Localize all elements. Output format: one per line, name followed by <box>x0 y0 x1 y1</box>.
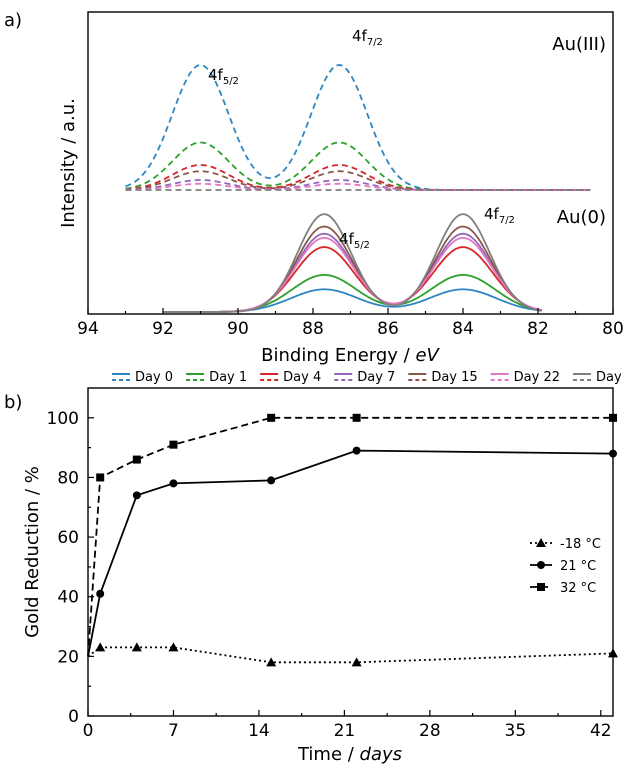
panel-b-x-axis-title: Time / days <box>297 744 402 765</box>
legend-label: 32 °C <box>560 581 596 596</box>
series-line-triangle <box>87 646 614 664</box>
panel-a: a) 94 92 90 88 86 84 82 80 Intensity / a.u. Bin… <box>4 10 624 366</box>
legend-marker-triangle <box>536 538 546 547</box>
data-point-square <box>132 455 141 464</box>
au3-4f72-sub: 7/2 <box>367 37 383 48</box>
data-point-circle <box>267 476 276 485</box>
panel-a-x-tick-label: 86 <box>377 319 399 339</box>
data-point-square <box>169 440 178 449</box>
panel-b-series <box>87 413 618 667</box>
legend-label: Day 1 <box>209 370 247 385</box>
au0-4f52-label: 4f5/2 <box>339 230 370 251</box>
panel-b-x-axis-title-main: Time / <box>297 744 360 765</box>
panel-b-x-tick-label: 14 <box>248 721 270 741</box>
panel-b-x-tick-label: 21 <box>334 721 356 741</box>
data-point-square <box>267 413 276 422</box>
panel-a-y-axis-title: Intensity / a.u. <box>58 98 79 228</box>
panel-a-x-tick-label: 84 <box>452 319 474 339</box>
au3-4f52-main: 4f <box>208 66 224 84</box>
au0-4f72-label: 4f7/2 <box>484 205 515 226</box>
temperature-legend: -18 °C 21 °C 32 °C <box>530 537 601 596</box>
panel-b-y-tick-label: 40 <box>57 588 79 608</box>
panel-b-y-tick-label: 60 <box>57 528 79 548</box>
panel-b-y-tick-label: 20 <box>57 647 79 667</box>
panel-b-label: b) <box>4 392 22 413</box>
day-legend: Day 0 Day 1 Day 4 Day 7 Day 15 Day 22 Day 43 <box>112 370 625 385</box>
data-point-circle <box>96 589 105 598</box>
au3-curve-day-0 <box>125 64 591 191</box>
panel-b-y-tick-label: 0 <box>68 707 79 727</box>
panel-a-label: a) <box>4 10 22 31</box>
legend-label: Day 0 <box>135 370 173 385</box>
data-point-circle <box>609 449 617 458</box>
data-point-square <box>96 473 105 482</box>
panel-b-x-axis-title-unit: days <box>360 744 403 765</box>
panel-b-y-axis-title: Gold Reduction / % <box>22 466 43 638</box>
au3-curve-day-22 <box>125 182 591 191</box>
legend-label: Day 4 <box>283 370 321 385</box>
panel-a-x-tick-label: 80 <box>602 319 624 339</box>
data-point-square <box>352 413 361 422</box>
panel-b-frame <box>87 387 614 717</box>
data-point-circle <box>132 491 141 500</box>
legend-marker-square <box>537 583 545 591</box>
panel-b-x-tick-label: 28 <box>419 721 441 741</box>
panel-a-x-tick-label: 90 <box>227 319 249 339</box>
legend-label: -18 °C <box>560 537 601 552</box>
legend-label: Day 7 <box>357 370 395 385</box>
data-point-triangle <box>168 642 179 652</box>
panel-b-ticks: 0 7 14 21 28 35 42 0 20 40 60 80 100 <box>47 409 612 741</box>
data-point-circle <box>169 479 178 488</box>
au3-curve-day-4 <box>125 164 591 191</box>
legend-label: Day 22 <box>514 370 560 385</box>
panel-b-x-tick-label: 0 <box>83 721 94 741</box>
au0-4f52-main: 4f <box>339 230 355 248</box>
panel-b-y-tick-label: 80 <box>57 468 79 488</box>
data-point-triangle <box>95 642 106 652</box>
au3-4f52-sub: 5/2 <box>223 76 239 87</box>
panel-b-x-tick-label: 7 <box>168 721 179 741</box>
legend-label: Day 43 <box>596 370 625 385</box>
au0-curve-day-0 <box>163 288 542 313</box>
au0-curve-day-43 <box>163 213 542 313</box>
au0-label: Au(0) <box>557 207 606 228</box>
panel-a-x-tick-label: 94 <box>77 319 99 339</box>
legend-marker-circle <box>537 561 545 569</box>
data-point-square <box>609 413 617 422</box>
au0-4f72-sub: 7/2 <box>499 215 515 226</box>
au3-curve-day-7 <box>125 179 591 191</box>
legend-label: 21 °C <box>560 559 596 574</box>
series-line-circle <box>87 449 614 657</box>
au3-label: Au(III) <box>552 34 606 55</box>
panel-a-x-tick-label: 88 <box>302 319 324 339</box>
au3-4f72-label: 4f7/2 <box>352 27 383 48</box>
au3-curve-day-15 <box>125 170 591 191</box>
au3-4f72-main: 4f <box>352 27 368 45</box>
data-point-circle <box>352 446 361 455</box>
panel-b-x-tick-label: 42 <box>590 721 612 741</box>
data-point-triangle <box>131 642 142 652</box>
au0-4f52-sub: 5/2 <box>354 240 370 251</box>
au0-4f72-main: 4f <box>484 205 500 223</box>
panel-a-x-axis-title-unit: eV <box>415 345 440 366</box>
data-point-triangle <box>608 648 618 658</box>
data-point-triangle <box>266 657 277 667</box>
panel-b-y-tick-label: 100 <box>47 409 79 429</box>
panel-a-x-tick-label: 82 <box>527 319 549 339</box>
panel-a-x-tick-label: 92 <box>152 319 174 339</box>
panel-b-x-tick-label: 35 <box>505 721 527 741</box>
panel-a-x-axis-title: Binding Energy / eV <box>261 345 440 366</box>
panel-a-x-axis-title-main: Binding Energy / <box>261 345 415 366</box>
panel-a-series <box>125 64 591 313</box>
data-point-triangle <box>351 657 362 667</box>
au3-4f52-label: 4f5/2 <box>208 66 239 87</box>
au3-curve-day-1 <box>125 141 591 191</box>
legend-label: Day 15 <box>431 370 477 385</box>
panel-b: b) 0 7 14 21 28 35 42 0 20 40 60 80 100 -18 °C 21 °C 3… <box>4 387 618 765</box>
panel-a-x-ticks: 94 92 90 88 86 84 82 80 <box>77 308 624 339</box>
